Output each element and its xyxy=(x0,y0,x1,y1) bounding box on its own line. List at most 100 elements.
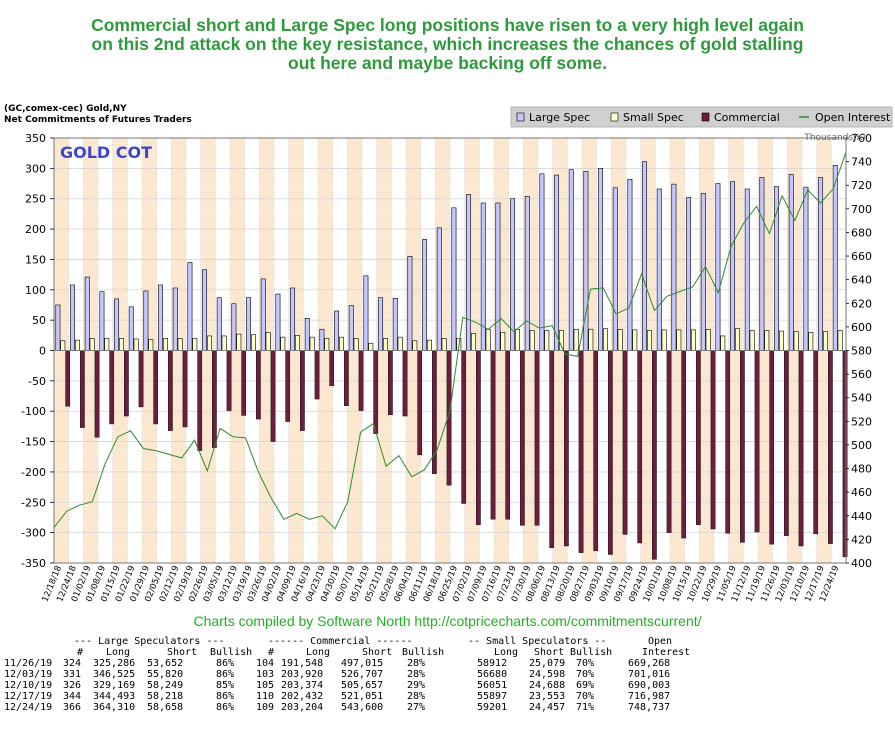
large-spec-bar xyxy=(143,290,149,351)
small-spec-bar xyxy=(192,338,198,351)
table-cell: 12/10/19 xyxy=(4,680,53,691)
legend-swatch xyxy=(610,112,619,122)
table-cell: 25,079 xyxy=(529,658,566,669)
table-cell: 24,688 xyxy=(529,680,566,691)
right-axis-tick-label: 540 xyxy=(851,392,872,405)
table-cell: 86% xyxy=(216,702,235,713)
symbol-caption: (GC,comex-cec) Gold,NY Net Commitments o… xyxy=(4,104,192,126)
table-cell: 55,820 xyxy=(147,669,184,680)
left-axis-tick-label: 350 xyxy=(25,132,46,145)
left-axis-tick-label: 250 xyxy=(25,193,46,206)
table-cell: 28% xyxy=(407,669,426,680)
column-header: Long xyxy=(106,647,131,658)
table-cell: 748,737 xyxy=(628,702,671,713)
table-cell: 24,457 xyxy=(529,702,566,713)
large-spec-bar xyxy=(128,306,134,351)
table-cell: 12/17/19 xyxy=(4,691,53,702)
column-header: Interest xyxy=(642,647,691,658)
small-spec-bar xyxy=(573,328,579,351)
commercial-bar xyxy=(740,350,745,543)
commercial-bar xyxy=(94,350,100,438)
table-cell: 110 xyxy=(256,691,275,702)
small-spec-bar xyxy=(368,342,374,351)
large-spec-bar xyxy=(539,173,545,351)
table-cell: 23,553 xyxy=(529,691,566,702)
commercial-bar xyxy=(666,350,672,533)
commercial-bar xyxy=(784,350,789,536)
right-axis-tick-label: 720 xyxy=(851,179,872,192)
small-spec-bar xyxy=(837,330,843,351)
left-axis-tick-label: -100 xyxy=(21,405,46,418)
right-axis-tick-label: 620 xyxy=(851,297,872,310)
small-spec-bar xyxy=(104,338,110,351)
small-spec-bar xyxy=(441,338,447,351)
commercial-bar xyxy=(124,350,129,417)
commercial-bar xyxy=(197,350,203,451)
symbol-line: Net Commitments of Futures Traders xyxy=(4,115,192,125)
small-spec-bar xyxy=(603,328,608,351)
left-axis-tick-label: 200 xyxy=(25,223,46,236)
table-cell: 329,169 xyxy=(93,680,136,691)
right-axis-tick-label: 500 xyxy=(851,439,872,452)
large-spec-bar xyxy=(656,188,662,351)
small-spec-bar xyxy=(251,334,256,351)
commercial-bar xyxy=(490,350,496,520)
table-cell: 690,003 xyxy=(628,680,671,691)
small-spec-bar xyxy=(793,331,799,351)
right-axis-tick-label: 400 xyxy=(851,557,872,570)
table-cell: 28% xyxy=(407,658,426,669)
left-axis-tick-label: -300 xyxy=(21,527,46,540)
table-cell: 716,987 xyxy=(628,691,671,702)
legend-swatch xyxy=(516,112,525,122)
group-header: -- Small Speculators -- xyxy=(468,636,607,647)
small-spec-bar xyxy=(632,329,638,351)
commercial-bar xyxy=(300,350,305,431)
small-spec-bar xyxy=(133,338,139,351)
table-cell: 521,051 xyxy=(341,691,384,702)
large-spec-bar xyxy=(715,183,721,351)
column-header: Long xyxy=(494,647,519,658)
large-spec-bar xyxy=(524,195,530,351)
commercial-bar xyxy=(769,350,775,545)
large-spec-bar xyxy=(158,284,164,351)
credit-line[interactable]: Charts compiled by Software North http:/… xyxy=(193,613,702,629)
commercial-bar xyxy=(138,350,144,408)
commercial-bar xyxy=(813,350,819,535)
large-spec-bar xyxy=(730,181,736,351)
table-cell: 203,204 xyxy=(281,702,324,713)
large-spec-bar xyxy=(671,183,677,351)
commercial-bar xyxy=(461,350,467,504)
large-spec-bar xyxy=(231,303,237,351)
small-spec-bar xyxy=(544,330,550,351)
commercial-bar xyxy=(578,350,584,553)
commercial-bar xyxy=(798,350,804,547)
small-spec-bar xyxy=(647,330,652,351)
group-header: ------ Commercial ------ xyxy=(268,636,413,647)
small-spec-bar xyxy=(691,329,696,351)
small-spec-bar xyxy=(383,338,388,351)
small-spec-bar xyxy=(295,335,300,351)
left-axis-tick-label: 300 xyxy=(25,162,46,175)
large-spec-bar xyxy=(334,310,340,351)
legend-box xyxy=(510,106,893,128)
small-spec-bar xyxy=(764,330,770,351)
right-axis-tick-label: 700 xyxy=(851,203,872,216)
table-cell: 505,657 xyxy=(341,680,384,691)
open-interest-line xyxy=(53,152,847,530)
group-header: --- Large Speculators --- xyxy=(74,636,225,647)
large-spec-bar xyxy=(202,269,208,351)
table-cell: 85% xyxy=(216,680,235,691)
large-spec-bar xyxy=(246,297,252,351)
large-spec-bar xyxy=(686,197,692,351)
column-header: Short xyxy=(167,647,198,658)
large-spec-bar xyxy=(480,202,486,351)
column-header: Long xyxy=(306,647,331,658)
large-spec-bar xyxy=(495,202,501,351)
table-cell: 11/26/19 xyxy=(4,658,53,669)
table-cell: 191,548 xyxy=(281,658,324,669)
small-spec-bar xyxy=(588,328,594,351)
large-spec-bar xyxy=(598,168,604,351)
table-cell: 669,268 xyxy=(628,658,671,669)
small-spec-bar xyxy=(163,338,168,351)
commercial-bar xyxy=(270,350,276,442)
